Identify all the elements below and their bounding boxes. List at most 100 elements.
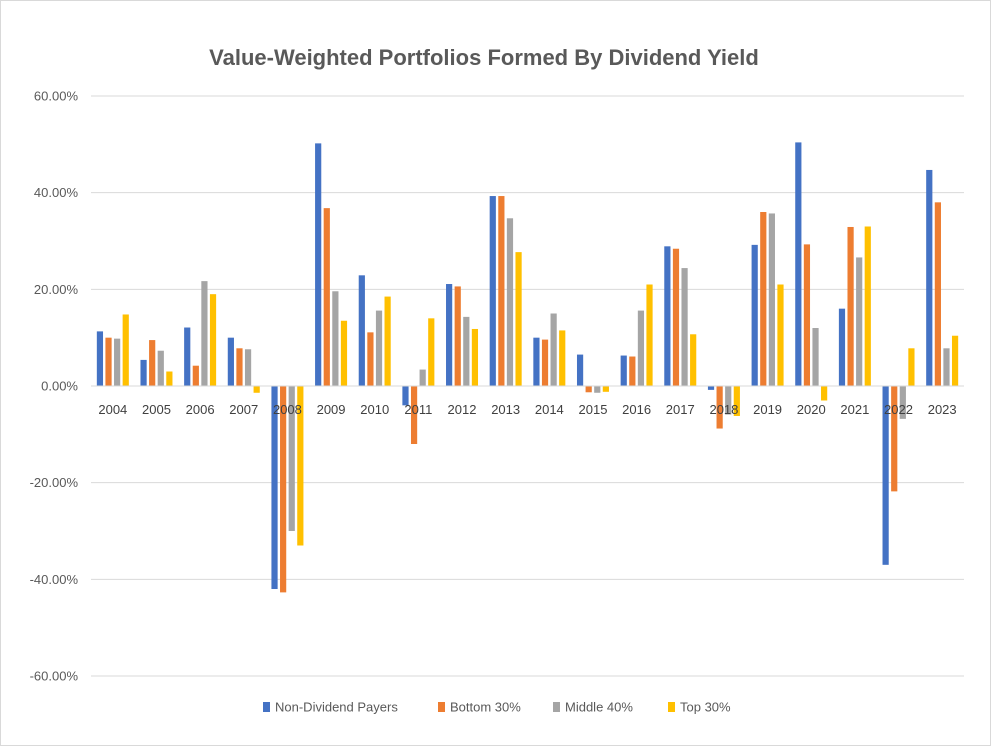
bar-top-30-2023 [951,335,959,386]
bar-top-30-2004 [122,314,129,386]
bar-non-dividend-payers-2023 [926,169,933,386]
bar-non-dividend-payers-2013 [489,196,496,386]
bar-bottom-30-2013 [498,196,505,386]
x-tick-label: 2020 [797,402,826,417]
bar-non-dividend-payers-2011 [402,386,409,406]
bar-top-30-2014 [559,330,566,386]
x-tick-label: 2015 [579,402,608,417]
bar-non-dividend-payers-2005 [140,359,147,386]
x-tick-label: 2018 [709,402,738,417]
x-tick-label: 2011 [404,402,432,417]
bar-non-dividend-payers-2010 [358,275,365,386]
x-tick-label: 2007 [229,402,258,417]
bar-non-dividend-payers-2021 [838,308,846,386]
bar-non-dividend-payers-2012 [446,284,453,386]
bar-bottom-30-2016 [629,356,636,386]
bar-middle-40-2019 [768,213,775,386]
y-tick-label: 20.00% [34,282,79,297]
legend-swatch [668,702,675,712]
bar-top-30-2021 [864,226,871,386]
bar-bottom-30-2018 [716,386,723,429]
legend-label: Non-Dividend Payers [275,700,398,715]
bar-bottom-30-2014 [541,339,549,386]
bar-top-30-2020 [821,386,828,401]
bar-non-dividend-payers-2020 [795,142,802,386]
bar-bottom-30-2017 [672,248,680,386]
x-tick-label: 2016 [622,402,651,417]
bar-non-dividend-payers-2004 [96,331,104,386]
x-tick-label: 2012 [448,402,477,417]
bar-top-30-2005 [166,371,173,386]
bar-top-30-2006 [209,294,217,386]
bar-top-30-2015 [602,386,609,392]
bar-non-dividend-payers-2014 [533,337,540,386]
x-tick-label: 2008 [273,402,302,417]
bar-bottom-30-2007 [236,348,243,386]
x-tick-label: 2021 [840,402,869,417]
bar-bottom-30-2008 [280,386,287,593]
gridlines [91,95,964,677]
bar-non-dividend-payers-2007 [227,337,234,386]
bar-top-30-2012 [471,328,479,386]
bar-middle-40-2006 [201,281,208,386]
bar-bottom-30-2004 [105,337,112,386]
legend: Non-Dividend Payers Bottom 30% Middle 40% T… [263,700,731,715]
bar-top-30-2018 [733,386,740,416]
bar-bottom-30-2005 [149,340,156,386]
chart-title: Value-Weighted Portfolios Formed By Divi… [209,45,759,70]
y-tick-label: -20.00% [30,475,79,490]
bar-middle-40-2005 [157,350,164,386]
bars [96,142,959,593]
bar-non-dividend-payers-2022 [882,386,889,565]
bar-non-dividend-payers-2018 [707,386,715,390]
x-tick-label: 2009 [317,402,346,417]
bar-bottom-30-2010 [367,332,374,386]
x-tick-label: 2019 [753,402,782,417]
bar-middle-40-2020 [812,328,819,386]
y-tick-label: -40.00% [30,572,79,587]
x-tick-label: 2006 [186,402,215,417]
x-tick-label: 2023 [928,402,957,417]
bar-bottom-30-2022 [891,386,898,492]
bar-bottom-30-2006 [192,365,199,386]
bar-non-dividend-payers-2019 [751,244,758,386]
legend-swatch [553,702,560,712]
bar-middle-40-2022 [899,386,906,419]
bar-bottom-30-2009 [323,208,330,386]
bar-top-30-2008 [297,386,304,546]
bar-non-dividend-payers-2016 [620,355,627,386]
bar-bottom-30-2023 [934,202,941,386]
x-tick-label: 2004 [98,402,127,417]
bar-bottom-30-2021 [847,226,854,386]
bar-top-30-2010 [384,296,391,386]
bar-middle-40-2004 [114,338,121,386]
bar-middle-40-2012 [463,316,470,386]
bar-non-dividend-payers-2015 [576,354,584,386]
bar-top-30-2011 [428,318,435,386]
bar-non-dividend-payers-2008 [271,386,278,589]
bar-middle-40-2021 [856,257,863,386]
y-tick-label: 60.00% [34,89,79,104]
bar-non-dividend-payers-2009 [315,143,322,386]
legend-label: Bottom 30% [450,700,521,715]
x-tick-label: 2013 [491,402,520,417]
y-tick-label: -60.00% [30,669,79,684]
y-tick-label: 40.00% [34,185,79,200]
legend-label: Middle 40% [565,700,633,715]
x-tick-label: 2022 [884,402,913,417]
bar-middle-40-2017 [681,268,688,386]
bar-bottom-30-2012 [454,286,461,386]
legend-label: Top 30% [680,700,731,715]
bar-top-30-2022 [908,348,915,386]
bar-middle-40-2011 [419,369,426,386]
bar-top-30-2009 [340,320,348,386]
x-tick-label: 2014 [535,402,564,417]
x-tick-label: 2005 [142,402,171,417]
bar-middle-40-2010 [375,310,383,386]
bar-top-30-2017 [690,334,697,386]
bar-non-dividend-payers-2006 [184,327,191,386]
bar-non-dividend-payers-2017 [664,246,671,386]
bar-middle-40-2009 [332,291,339,386]
